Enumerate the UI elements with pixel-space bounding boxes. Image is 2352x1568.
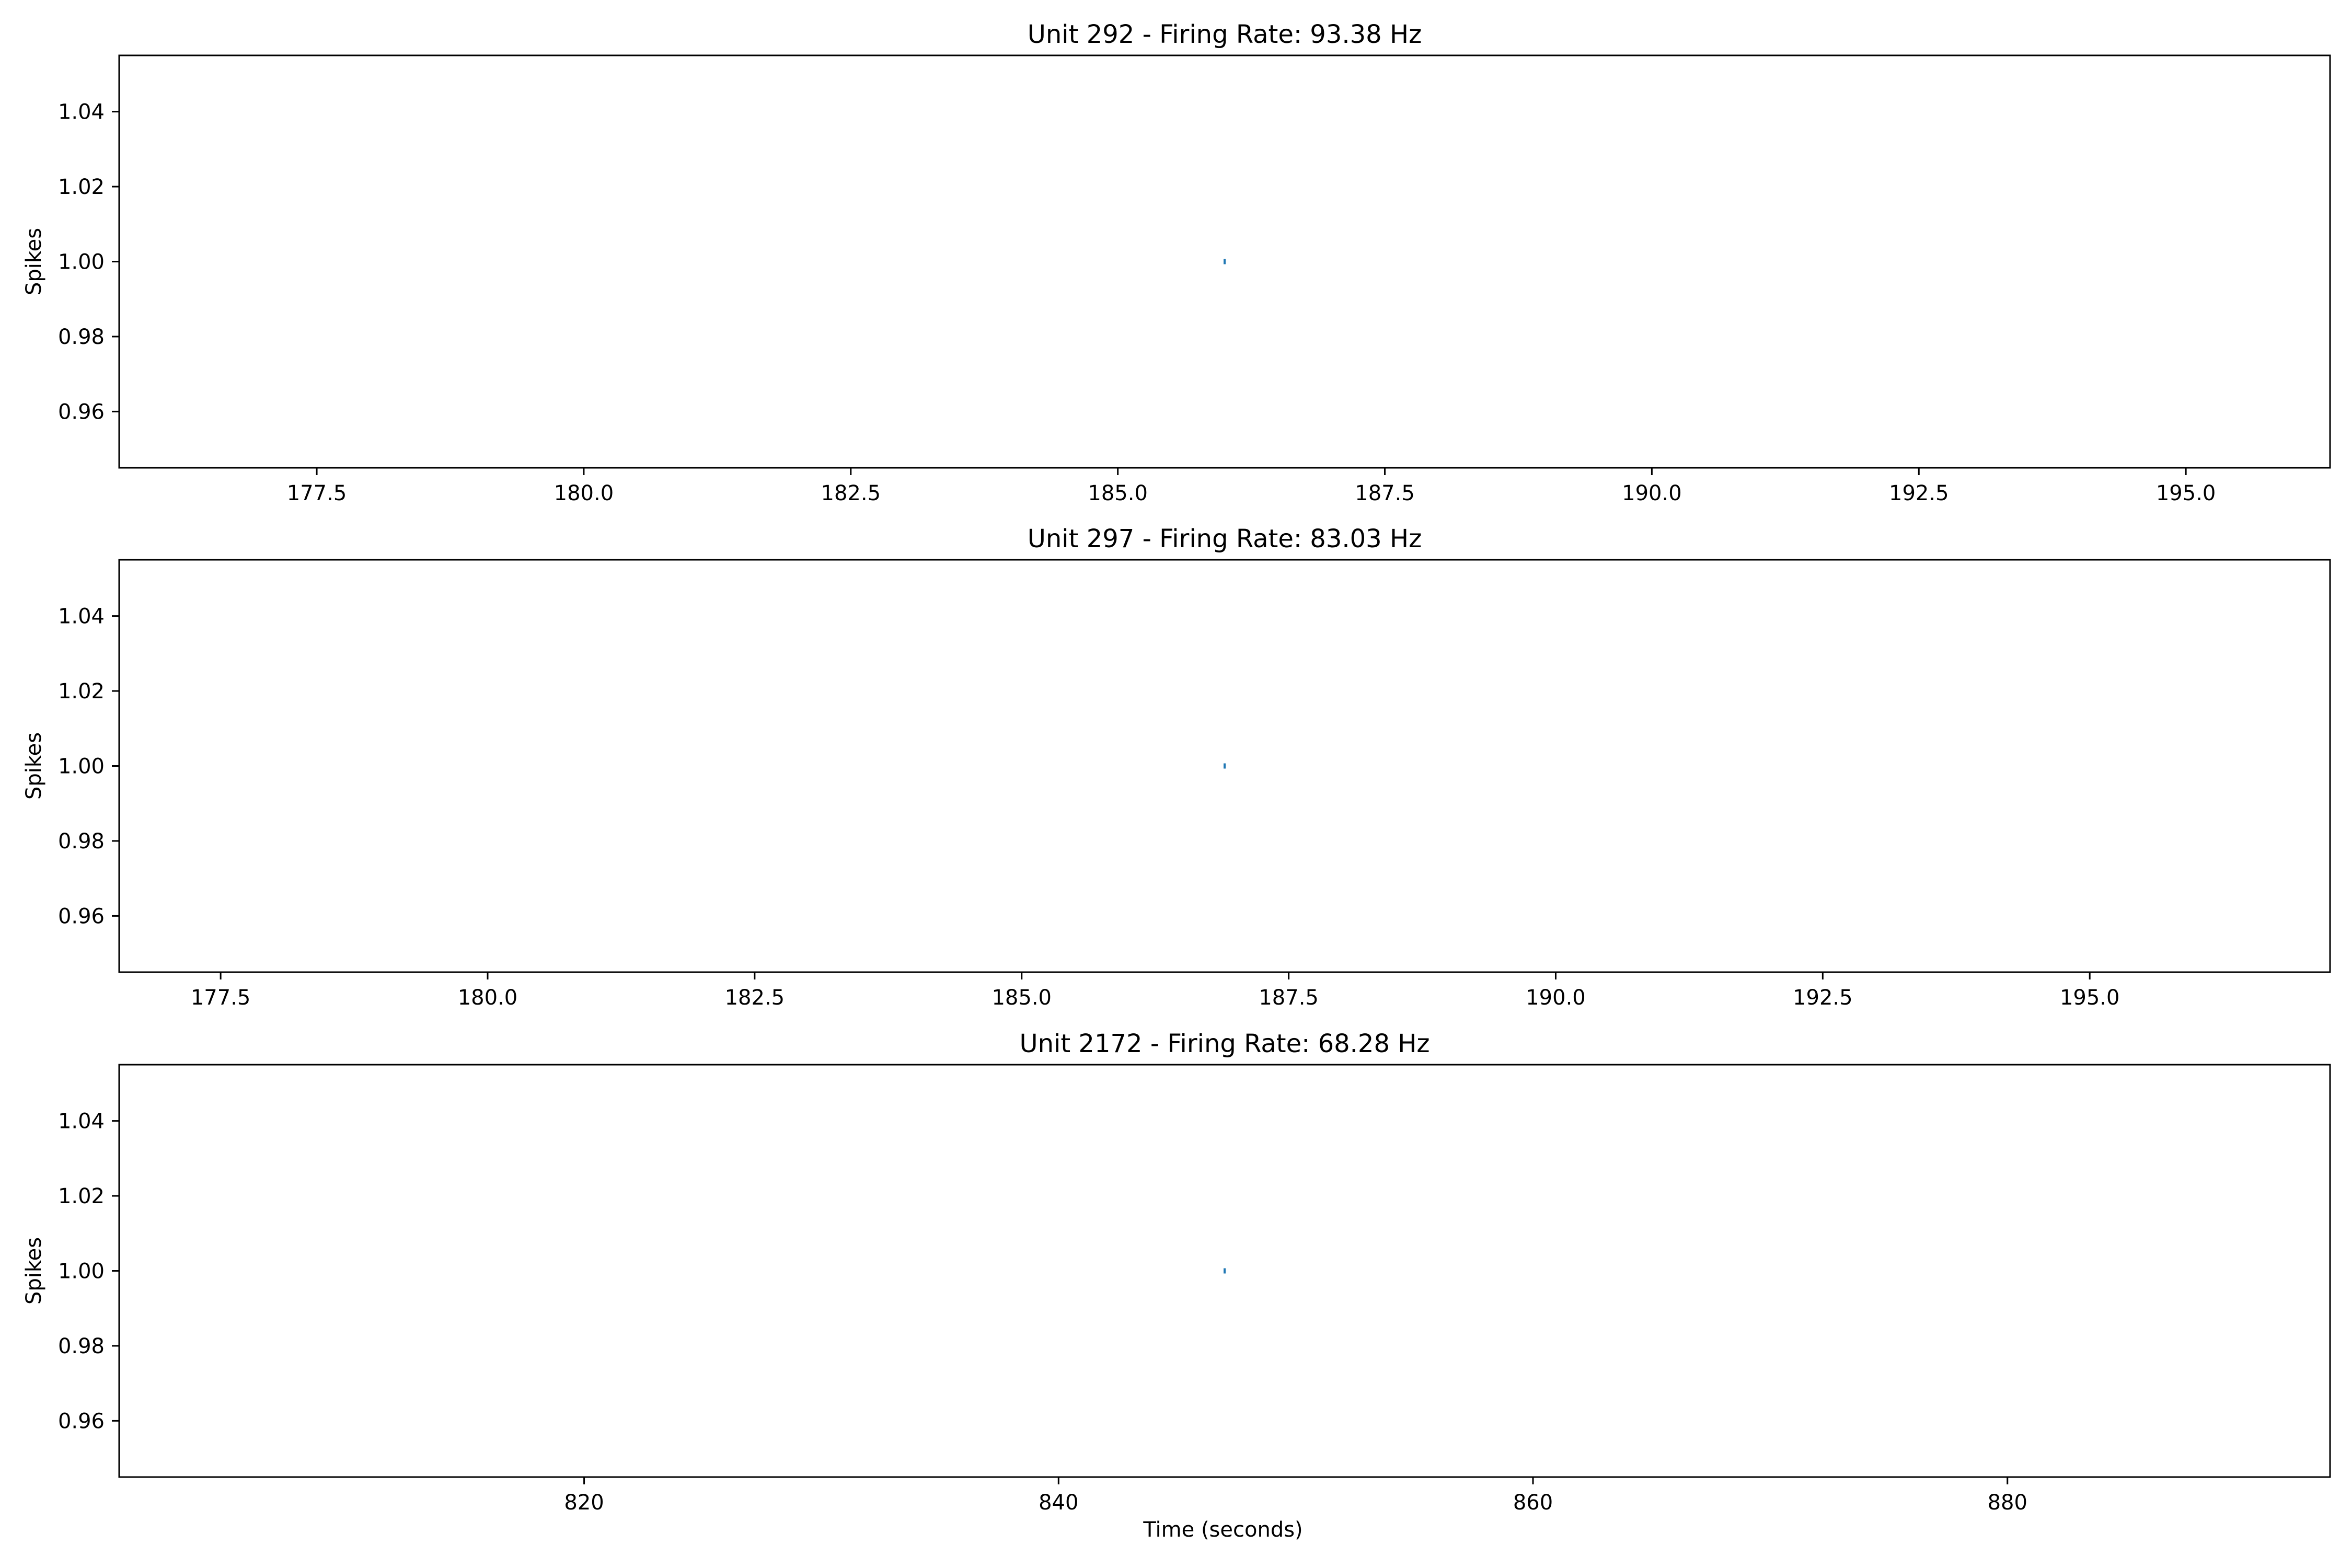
y-tick-label: 1.00 [58, 250, 105, 274]
subplot-unit-292: Unit 292 - Firing Rate: 93.38 Hz Spikes … [22, 20, 2331, 505]
y-tick-label: 0.98 [58, 325, 105, 349]
x-tick-label: 177.5 [287, 481, 347, 505]
subplot-title: Unit 297 - Firing Rate: 83.03 Hz [1028, 524, 1422, 554]
axes-frame [118, 1064, 2331, 1478]
y-tick-label: 0.98 [58, 829, 105, 854]
x-tick-label: 190.0 [1622, 481, 1682, 505]
x-tick-label: 192.5 [1889, 481, 1949, 505]
x-tick-label: 182.5 [821, 481, 881, 505]
y-axis-label: Spikes [22, 732, 46, 800]
x-tick-label: 182.5 [725, 986, 785, 1010]
tick-group: 820 840 860 880 1.04 1.02 1.00 0.98 0.96 [58, 1110, 2027, 1515]
y-tick-label: 0.96 [58, 904, 105, 928]
y-axis-label: Spikes [22, 228, 46, 295]
axes-frame [118, 54, 2331, 469]
x-tick-label: 880 [1988, 1491, 2027, 1515]
x-tick-label: 185.0 [1088, 481, 1148, 505]
y-tick-label: 1.02 [58, 679, 105, 704]
y-tick-label: 1.02 [58, 1184, 105, 1208]
x-tick-label: 187.5 [1259, 986, 1319, 1010]
y-tick-label: 1.04 [58, 100, 105, 124]
x-tick-label: 180.0 [554, 481, 614, 505]
y-axis-label: Spikes [22, 1237, 46, 1305]
y-tick-label: 1.04 [58, 605, 105, 629]
y-tick-label: 1.02 [58, 175, 105, 199]
subplot-title: Unit 292 - Firing Rate: 93.38 Hz [1028, 20, 1422, 49]
tick-group: 177.5 180.0 182.5 185.0 187.5 190.0 192.5 195.0… [58, 100, 2216, 505]
x-tick-label: 177.5 [191, 986, 251, 1010]
x-tick-label: 195.0 [2156, 481, 2216, 505]
y-tick-label: 1.00 [58, 1260, 105, 1284]
x-tick-label: 820 [564, 1491, 604, 1515]
y-tick-label: 0.96 [58, 1409, 105, 1433]
y-tick-label: 1.00 [58, 755, 105, 779]
subplot-unit-2172: Unit 2172 - Firing Rate: 68.28 Hz Spikes… [22, 1029, 2331, 1515]
x-tick-label: 195.0 [2060, 986, 2120, 1010]
y-tick-label: 1.04 [58, 1110, 105, 1134]
x-tick-label: 190.0 [1526, 986, 1586, 1010]
axes-frame [118, 559, 2331, 973]
tick-group: 177.5 180.0 182.5 185.0 187.5 190.0 192.5 195.0… [58, 605, 2120, 1010]
x-tick-label: 185.0 [991, 986, 1052, 1010]
x-tick-label: 187.5 [1355, 481, 1415, 505]
y-tick-label: 0.96 [58, 400, 105, 424]
subplot-unit-297: Unit 297 - Firing Rate: 83.03 Hz Spikes … [22, 524, 2331, 1010]
x-axis-label: Time (seconds) [1143, 1518, 1302, 1542]
x-tick-label: 840 [1039, 1491, 1078, 1515]
x-tick-label: 180.0 [458, 986, 518, 1010]
subplot-title: Unit 2172 - Firing Rate: 68.28 Hz [1019, 1029, 1429, 1058]
x-tick-label: 192.5 [1793, 986, 1853, 1010]
x-tick-label: 860 [1513, 1491, 1553, 1515]
y-tick-label: 0.98 [58, 1334, 105, 1358]
